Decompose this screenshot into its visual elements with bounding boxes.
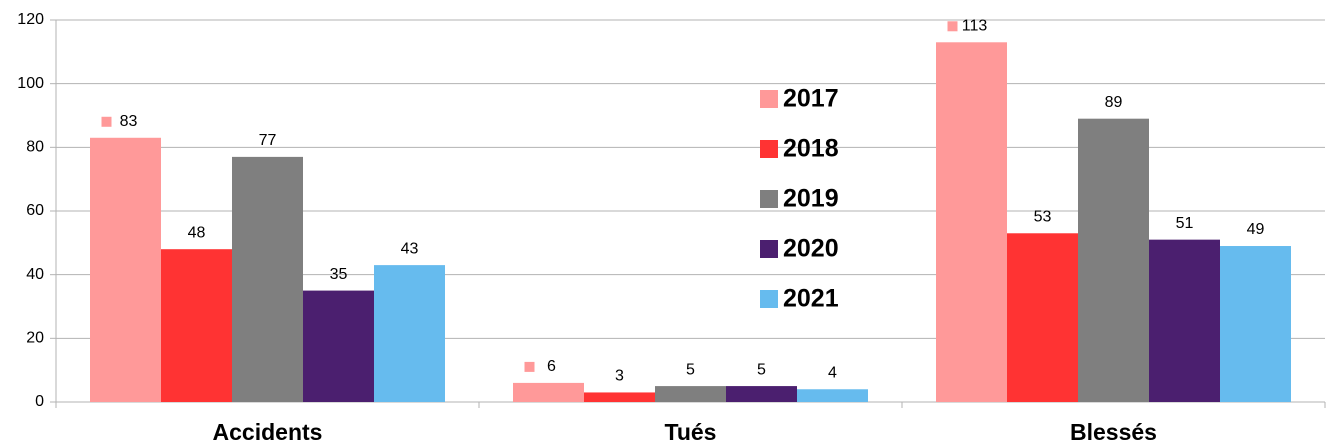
- legend-label: 2018: [783, 135, 839, 163]
- legend-swatch: [760, 140, 778, 158]
- bar: [1078, 118, 1149, 402]
- data-label: 6: [547, 358, 556, 375]
- bar: [1220, 246, 1291, 402]
- data-label: 83: [120, 113, 138, 130]
- data-label: 113: [962, 18, 988, 35]
- x-tick-label: Blessés: [1070, 419, 1157, 445]
- legend-swatch: [760, 240, 778, 258]
- label-key: [524, 361, 535, 372]
- y-tick-label: 80: [26, 139, 44, 156]
- data-label: 35: [330, 266, 348, 283]
- bar: [303, 290, 374, 402]
- x-tick-label: Accidents: [213, 419, 323, 445]
- data-label: 49: [1247, 221, 1265, 238]
- data-label: 89: [1105, 94, 1123, 111]
- legend-swatch: [760, 90, 778, 108]
- data-label: 5: [757, 361, 766, 378]
- bar: [936, 42, 1007, 403]
- bar: [232, 156, 303, 402]
- bar: [513, 382, 584, 402]
- y-tick-label: 20: [26, 330, 44, 347]
- data-label: 4: [828, 364, 837, 381]
- legend-label: 2021: [783, 285, 839, 313]
- data-label: 43: [401, 240, 419, 257]
- x-tick-label: Tués: [665, 419, 717, 445]
- data-label: 53: [1034, 209, 1052, 226]
- bar: [726, 386, 797, 402]
- legend-label: 2019: [783, 185, 839, 213]
- data-label: 51: [1176, 215, 1194, 232]
- legend-label: 2017: [783, 85, 839, 113]
- bar: [1149, 239, 1220, 402]
- y-tick-label: 100: [17, 75, 44, 92]
- data-label: 77: [259, 132, 277, 149]
- label-key: [101, 116, 112, 127]
- data-label: 5: [686, 361, 695, 378]
- bar: [90, 137, 161, 403]
- legend-label: 2020: [783, 235, 839, 263]
- label-key: [947, 21, 958, 32]
- bar: [797, 389, 868, 402]
- bar: [161, 249, 232, 402]
- bar: [655, 386, 726, 402]
- y-tick-label: 40: [26, 266, 44, 283]
- data-label: 3: [615, 368, 624, 385]
- data-label: 48: [188, 224, 206, 241]
- bar: [1007, 233, 1078, 402]
- legend-swatch: [760, 190, 778, 208]
- y-tick-label: 0: [35, 393, 44, 410]
- legend-swatch: [760, 290, 778, 308]
- bar: [374, 265, 445, 402]
- y-tick-label: 120: [17, 11, 44, 28]
- bar: [584, 392, 655, 402]
- y-tick-label: 60: [26, 202, 44, 219]
